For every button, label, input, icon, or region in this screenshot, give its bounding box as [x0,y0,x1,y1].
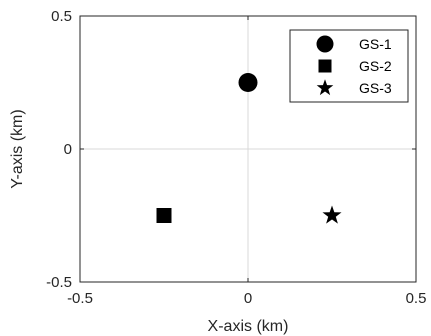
x-tick-label: 0 [244,290,252,307]
tick-marks [79,15,417,283]
y-tick-label: 0 [64,141,72,158]
y-axis-label: Y-axis (km) [9,109,26,188]
legend-marker-gs-2 [318,59,332,73]
y-tick-label: 0.5 [51,8,72,25]
legend-box [289,29,409,103]
y-tick-labels: -0.5 0 0.5 [46,8,72,291]
legend-marker-gs-1 [316,35,334,53]
data-point-gs-3 [322,205,342,224]
x-tick-label: 0.5 [406,290,427,307]
x-tick-labels: -0.5 0 0.5 [67,290,426,307]
x-tick-label: -0.5 [67,290,93,307]
legend-label: GS-2 [359,58,392,74]
legend-label: GS-1 [359,36,392,52]
legend: GS-1 GS-2 GS-3 [289,29,409,103]
x-axis-label: X-axis (km) [208,318,289,335]
legend-label: GS-3 [359,80,392,96]
data-point-gs-2 [156,208,172,223]
data-point-gs-1 [238,73,258,92]
y-tick-label: -0.5 [46,274,72,291]
data-markers [156,73,342,224]
legend-marker-gs-3 [316,79,334,96]
